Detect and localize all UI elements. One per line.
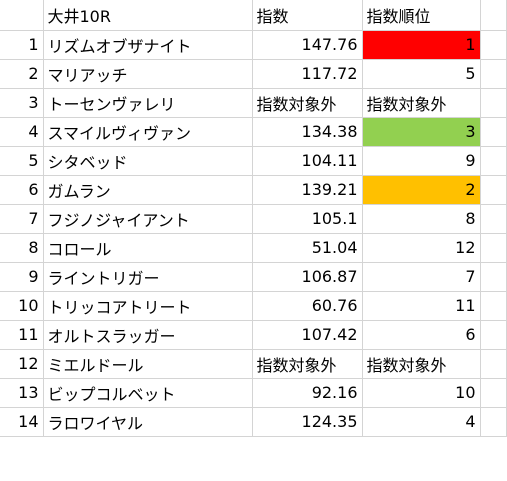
table-row: 13 ビップコルベット 92.16 10 [0, 378, 507, 408]
header-race-cell[interactable]: 大井10R [43, 0, 253, 31]
empty-cell[interactable] [480, 88, 507, 118]
rank-cell[interactable]: 指数対象外 [362, 349, 481, 379]
rank-cell[interactable]: 4 [362, 407, 481, 437]
header-index-cell[interactable]: 指数 [252, 0, 363, 31]
table-row: 14 ラロワイヤル 124.35 4 [0, 407, 507, 437]
rank-cell[interactable]: 9 [362, 146, 481, 176]
table-row: 8 コロール 51.04 12 [0, 233, 507, 263]
row-number-cell[interactable]: 2 [0, 59, 44, 89]
index-value-cell[interactable]: 117.72 [252, 59, 363, 89]
row-number-cell[interactable]: 13 [0, 378, 44, 408]
empty-cell[interactable] [480, 291, 507, 321]
empty-cell[interactable] [480, 59, 507, 89]
header-row: 大井10R 指数 指数順位 [0, 0, 507, 31]
empty-cell[interactable] [480, 378, 507, 408]
horse-name-cell[interactable]: スマイルヴィヴァン [43, 117, 253, 147]
table-row: 4 スマイルヴィヴァン 134.38 3 [0, 117, 507, 147]
index-value-cell[interactable]: 指数対象外 [252, 88, 363, 118]
index-value-cell[interactable]: 124.35 [252, 407, 363, 437]
index-value-cell[interactable]: 147.76 [252, 30, 363, 60]
table-row: 10 トリッコアトリート 60.76 11 [0, 291, 507, 321]
index-value-cell[interactable]: 139.21 [252, 175, 363, 205]
row-number-cell[interactable] [0, 0, 44, 31]
empty-cell[interactable] [480, 320, 507, 350]
table-row: 5 シタベッド 104.11 9 [0, 146, 507, 176]
table-row: 6 ガムラン 139.21 2 [0, 175, 507, 205]
horse-name-cell[interactable]: ラロワイヤル [43, 407, 253, 437]
rank-cell-highlight-orange[interactable]: 2 [362, 175, 481, 205]
table-row: 3 トーセンヴァレリ 指数対象外 指数対象外 [0, 88, 507, 118]
horse-name-cell[interactable]: リズムオブザナイト [43, 30, 253, 60]
rank-cell-highlight-green[interactable]: 3 [362, 117, 481, 147]
rank-cell[interactable]: 11 [362, 291, 481, 321]
empty-cell[interactable] [480, 204, 507, 234]
horse-name-cell[interactable]: マリアッチ [43, 59, 253, 89]
empty-cell[interactable] [480, 233, 507, 263]
row-number-cell[interactable]: 1 [0, 30, 44, 60]
rank-cell[interactable]: 12 [362, 233, 481, 263]
table-row: 7 フジノジャイアント 105.1 8 [0, 204, 507, 234]
horse-name-cell[interactable]: オルトスラッガー [43, 320, 253, 350]
empty-cell[interactable] [480, 146, 507, 176]
index-value-cell[interactable]: 51.04 [252, 233, 363, 263]
empty-cell[interactable] [480, 175, 507, 205]
horse-name-cell[interactable]: フジノジャイアント [43, 204, 253, 234]
index-value-cell[interactable]: 134.38 [252, 117, 363, 147]
horse-name-cell[interactable]: トリッコアトリート [43, 291, 253, 321]
rank-cell[interactable]: 7 [362, 262, 481, 292]
rank-cell[interactable]: 8 [362, 204, 481, 234]
row-number-cell[interactable]: 14 [0, 407, 44, 437]
rank-cell[interactable]: 指数対象外 [362, 88, 481, 118]
header-rank-cell[interactable]: 指数順位 [362, 0, 481, 31]
horse-name-cell[interactable]: ビップコルベット [43, 378, 253, 408]
index-value-cell[interactable]: 指数対象外 [252, 349, 363, 379]
row-number-cell[interactable]: 11 [0, 320, 44, 350]
horse-name-cell[interactable]: トーセンヴァレリ [43, 88, 253, 118]
rank-cell[interactable]: 6 [362, 320, 481, 350]
race-index-table: 大井10R 指数 指数順位 1 リズムオブザナイト 147.76 1 2 マリア… [0, 0, 507, 437]
row-number-cell[interactable]: 7 [0, 204, 44, 234]
row-number-cell[interactable]: 12 [0, 349, 44, 379]
horse-name-cell[interactable]: ライントリガー [43, 262, 253, 292]
table-row: 12 ミエルドール 指数対象外 指数対象外 [0, 349, 507, 379]
horse-name-cell[interactable]: シタベッド [43, 146, 253, 176]
rank-cell[interactable]: 5 [362, 59, 481, 89]
horse-name-cell[interactable]: ミエルドール [43, 349, 253, 379]
index-value-cell[interactable]: 105.1 [252, 204, 363, 234]
index-value-cell[interactable]: 104.11 [252, 146, 363, 176]
row-number-cell[interactable]: 5 [0, 146, 44, 176]
horse-name-cell[interactable]: コロール [43, 233, 253, 263]
row-number-cell[interactable]: 8 [0, 233, 44, 263]
rank-cell[interactable]: 10 [362, 378, 481, 408]
index-value-cell[interactable]: 107.42 [252, 320, 363, 350]
row-number-cell[interactable]: 10 [0, 291, 44, 321]
index-value-cell[interactable]: 92.16 [252, 378, 363, 408]
rank-cell-highlight-red[interactable]: 1 [362, 30, 481, 60]
row-number-cell[interactable]: 4 [0, 117, 44, 147]
row-number-cell[interactable]: 3 [0, 88, 44, 118]
empty-cell[interactable] [480, 349, 507, 379]
empty-cell[interactable] [480, 262, 507, 292]
index-value-cell[interactable]: 106.87 [252, 262, 363, 292]
row-number-cell[interactable]: 6 [0, 175, 44, 205]
row-number-cell[interactable]: 9 [0, 262, 44, 292]
empty-cell[interactable] [480, 407, 507, 437]
horse-name-cell[interactable]: ガムラン [43, 175, 253, 205]
index-value-cell[interactable]: 60.76 [252, 291, 363, 321]
table-row: 1 リズムオブザナイト 147.76 1 [0, 30, 507, 60]
empty-cell[interactable] [480, 0, 507, 31]
table-row: 9 ライントリガー 106.87 7 [0, 262, 507, 292]
empty-cell[interactable] [480, 117, 507, 147]
table-row: 2 マリアッチ 117.72 5 [0, 59, 507, 89]
empty-cell[interactable] [480, 30, 507, 60]
table-row: 11 オルトスラッガー 107.42 6 [0, 320, 507, 350]
